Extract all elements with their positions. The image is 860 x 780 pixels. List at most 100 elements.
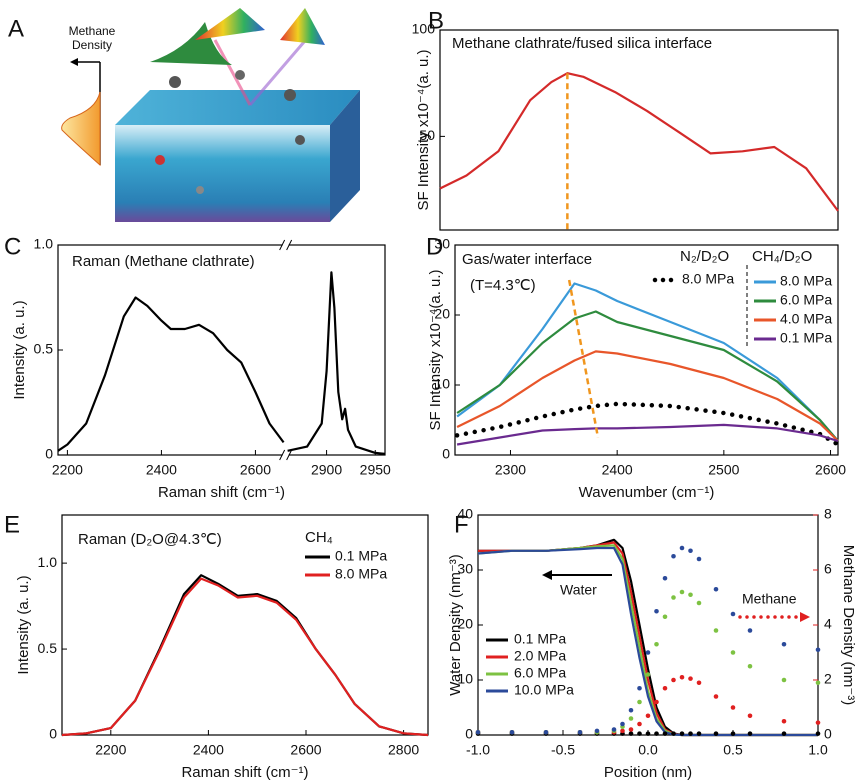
data-point: [637, 731, 642, 736]
arrow-head: [70, 58, 78, 66]
panel-label: B: [428, 7, 444, 34]
data-point: [671, 731, 676, 736]
data-point: [815, 680, 821, 686]
crystal-side: [330, 90, 360, 222]
data-point: [688, 676, 693, 681]
data-point: [696, 600, 702, 606]
data-point: [637, 721, 642, 727]
axis-break-gap: [282, 452, 289, 458]
chart-subtitle: (T=4.3℃): [470, 277, 536, 294]
data-point: [645, 650, 651, 655]
x-tick-label: 2600: [815, 462, 846, 478]
data-point: [747, 713, 753, 719]
y-tick-label: 0: [49, 726, 57, 742]
data-point: [747, 663, 753, 669]
annotation: Water: [560, 582, 597, 598]
data-point: [696, 556, 702, 562]
y-tick-label: 0: [465, 726, 473, 742]
legend-title: CH₄/D₂O: [752, 248, 812, 265]
density-profile: [61, 91, 101, 167]
data-point: [654, 608, 659, 614]
x-tick-label: 2300: [495, 462, 526, 478]
data-point: [815, 647, 821, 653]
data-point: [730, 705, 736, 710]
legend-label: 8.0 MPa: [780, 273, 832, 289]
density-label: Methane: [69, 24, 116, 38]
spectrum: [280, 8, 325, 45]
x-tick-label: 2400: [602, 462, 633, 478]
legend-label: 8.0 MPa: [682, 271, 734, 287]
spectrum: [195, 8, 265, 40]
molecule: [169, 76, 181, 88]
series-line: [61, 574, 429, 737]
density-label: Density: [72, 38, 112, 52]
x-axis-label: Raman shift (cm⁻¹): [181, 764, 308, 780]
x-tick-label: -0.5: [551, 742, 575, 758]
y-tick-label: 0: [45, 446, 53, 462]
y-axis-label: Intensity (a. u.): [11, 300, 28, 399]
plot-frame: [454, 244, 839, 456]
y-tick-label: 50: [419, 127, 435, 143]
data-point: [747, 628, 753, 633]
beam: [248, 34, 312, 106]
series-line: [454, 401, 841, 447]
x-tick-label: 2400: [146, 462, 177, 478]
x-tick-label: 2200: [52, 462, 83, 478]
axis-break-mark: [286, 239, 293, 251]
data-point: [747, 731, 753, 736]
y2-tick-label: 0: [824, 726, 832, 742]
y-axis-label: Intensity (a. u.): [15, 575, 32, 674]
beam: [213, 39, 252, 106]
data-point: [688, 731, 693, 736]
series-line: [57, 271, 386, 455]
y-tick-label: 20: [457, 616, 473, 632]
x-tick-label: -1.0: [466, 742, 490, 758]
molecule: [235, 70, 245, 80]
panel-label: F: [454, 511, 469, 538]
data-point: [815, 731, 821, 736]
series-line: [456, 310, 839, 442]
molecule: [284, 89, 296, 101]
data-point: [730, 611, 736, 617]
data-point: [679, 674, 685, 680]
data-point: [688, 548, 693, 554]
x-tick-label: 0.5: [723, 742, 743, 758]
data-point: [713, 628, 719, 633]
y-tick-label: 0.5: [34, 341, 54, 357]
panel-label: E: [4, 511, 20, 538]
series-line: [439, 72, 839, 212]
data-point: [662, 614, 668, 620]
legend-label: 4.0 MPa: [780, 311, 832, 327]
x-axis-label: Position (nm): [604, 764, 692, 780]
data-point: [679, 545, 685, 551]
series-line: [456, 282, 839, 442]
y-tick-label: 30: [457, 561, 473, 577]
x-tick-label: 0.0: [638, 742, 658, 758]
x-tick-label: 2400: [193, 742, 224, 758]
y-tick-label: 40: [457, 506, 473, 522]
peak-line: [567, 279, 600, 438]
x-tick-label: 2200: [95, 742, 126, 758]
data-point: [679, 589, 685, 595]
data-point: [671, 595, 676, 600]
data-point: [662, 575, 668, 581]
y2-axis-label: Methane Density (nm⁻³): [840, 545, 857, 705]
data-point: [645, 731, 651, 736]
y-tick-label: 1.0: [38, 554, 58, 570]
data-point: [509, 729, 515, 735]
data-point: [594, 728, 600, 734]
y2-tick-label: 2: [824, 671, 832, 687]
legend-title: N₂/D₂O: [680, 248, 729, 265]
data-point: [628, 716, 634, 721]
legend-label: 0.1 MPa: [780, 330, 832, 346]
data-point: [815, 720, 821, 725]
legend-label: 6.0 MPa: [780, 292, 832, 308]
arrow-head: [800, 612, 810, 622]
series-line: [456, 423, 839, 446]
x-tick-label: 2500: [708, 462, 739, 478]
legend-label: 8.0 MPa: [335, 566, 387, 582]
chart-title: Raman (D₂O@4.3℃): [78, 531, 222, 548]
data-point: [713, 694, 719, 699]
legend-title: CH₄: [305, 529, 333, 546]
